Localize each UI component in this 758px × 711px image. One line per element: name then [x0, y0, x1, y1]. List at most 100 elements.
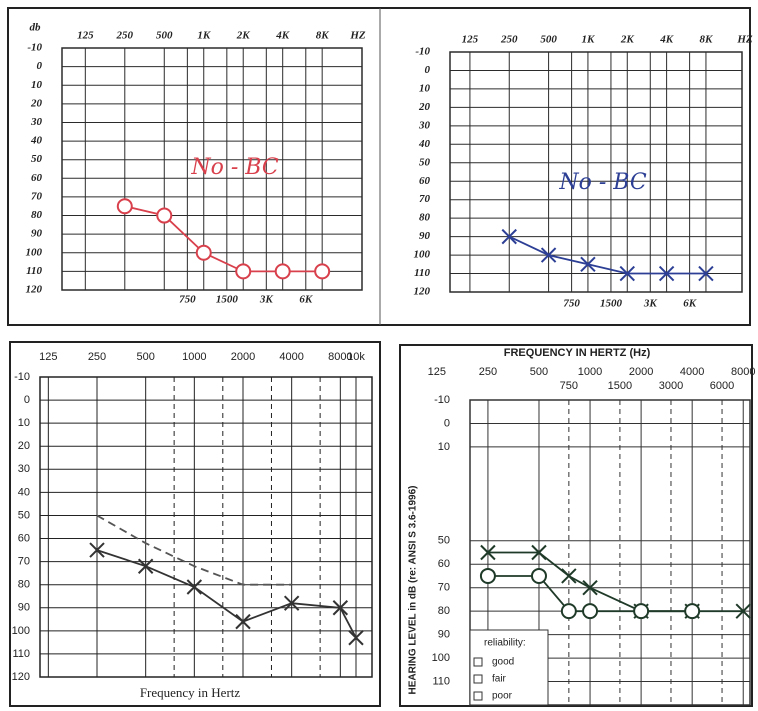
- y-tick-label: -10: [415, 46, 430, 58]
- y-axis-label: HEARING LEVEL in dB (re: ANSI S 3.6-1996…: [408, 486, 419, 695]
- bottom-left-frame: [10, 342, 380, 706]
- x-minor-tick-label: 750: [563, 298, 580, 310]
- y-tick-label: 20: [30, 97, 43, 109]
- legend-checkbox: [474, 692, 482, 700]
- x-tick-label: 1000: [182, 351, 206, 363]
- y-tick-label: 20: [18, 440, 30, 452]
- y-tick-label: 0: [425, 64, 431, 76]
- marker-o: [562, 604, 576, 618]
- x-tick-label: 500: [136, 351, 154, 363]
- y-tick-label: 100: [26, 246, 43, 258]
- legend-item: good: [492, 657, 514, 668]
- y-tick-label: 10: [419, 82, 431, 94]
- x-minor-tick-label: 6000: [710, 380, 734, 392]
- x-tick-label: 500: [530, 366, 548, 378]
- y-tick-label: 40: [18, 486, 30, 498]
- x-tick-label: 2000: [629, 366, 653, 378]
- y-tick-label: 90: [31, 228, 43, 240]
- x-minor-tick-label: 3K: [643, 298, 658, 310]
- y-tick-label: 120: [26, 284, 43, 296]
- x-tick-label: 125: [428, 366, 446, 378]
- x-tick-label: 125: [39, 351, 57, 363]
- x-tick-label: 2K: [236, 30, 251, 42]
- chart-title: FREQUENCY IN HERTZ (Hz): [504, 347, 651, 359]
- y-tick-label: 80: [31, 209, 43, 221]
- x-tick-label: 250: [116, 30, 134, 42]
- y-tick-label: 10: [438, 441, 450, 453]
- x-axis-label: Frequency in Hertz: [140, 685, 241, 700]
- y-tick-label: 0: [24, 394, 30, 406]
- x-minor-tick-label: 1500: [600, 298, 623, 310]
- x-minor-tick-label: 3K: [259, 294, 274, 306]
- x-minor-tick-label: 6K: [683, 298, 697, 310]
- legend-item: fair: [492, 674, 507, 685]
- x-tick-label: 4000: [680, 366, 704, 378]
- x-axis-label: HZ: [736, 34, 753, 46]
- marker-o: [583, 604, 597, 618]
- x-axis-label: HZ: [349, 30, 366, 42]
- audiogram-collage: -100102030405060708090100110120125250500…: [0, 0, 758, 711]
- y-tick-label: 10: [18, 417, 30, 429]
- x-tick-label: 8000: [731, 366, 755, 378]
- annotation: No - BC: [190, 155, 278, 180]
- y-tick-label: 90: [419, 230, 431, 242]
- x-tick-label: 125: [462, 34, 479, 46]
- y-tick-label: 0: [444, 417, 450, 429]
- y-tick-label: 50: [419, 156, 431, 168]
- x-tick-label: 250: [88, 351, 106, 363]
- y-tick-label: 90: [18, 602, 30, 614]
- x-minor-tick-label: 1500: [216, 294, 239, 306]
- y-tick-label: 110: [26, 265, 42, 277]
- x-tick-label: 250: [500, 34, 518, 46]
- y-tick-label: 30: [18, 463, 30, 475]
- y-tick-label: 90: [438, 629, 450, 641]
- y-tick-label: 60: [419, 175, 431, 187]
- x-tick-label: 125: [77, 30, 94, 42]
- marker-o: [532, 569, 546, 583]
- y-tick-label: 60: [18, 532, 30, 544]
- marker-o: [634, 604, 648, 618]
- bottom-right-frame: [400, 345, 752, 706]
- marker-o: [118, 199, 132, 213]
- y-tick-label: 40: [30, 135, 43, 147]
- x-tick-label: 1K: [197, 30, 211, 42]
- y-tick-label: 50: [31, 153, 43, 165]
- x-tick-label: 2K: [620, 34, 635, 46]
- x-minor-tick-label: 750: [179, 294, 196, 306]
- y-tick-label: 50: [438, 535, 450, 547]
- y-tick-label: 70: [438, 582, 450, 594]
- y-tick-label: -10: [434, 394, 450, 406]
- x-tick-label: 4K: [275, 30, 290, 42]
- legend-item: poor: [492, 691, 513, 702]
- marker-o: [315, 264, 329, 278]
- x-tick-label: 8K: [700, 34, 714, 46]
- y-tick-label: 110: [414, 267, 430, 279]
- y-tick-label: 100: [432, 652, 450, 664]
- marker-o: [276, 264, 290, 278]
- marker-o: [197, 246, 211, 260]
- y-tick-label: 80: [419, 212, 431, 224]
- annotation: No - BC: [558, 170, 646, 195]
- legend-checkbox: [474, 675, 482, 683]
- y-tick-label: -10: [14, 371, 30, 383]
- x-tick-label: 1000: [578, 366, 602, 378]
- top-panel-frame: [8, 8, 750, 325]
- y-tick-label: 40: [418, 138, 431, 150]
- y-tick-label: 110: [12, 648, 30, 660]
- y-tick-label: 60: [31, 172, 43, 184]
- x-tick-label: 2000: [231, 351, 255, 363]
- y-axis-label: db: [30, 22, 42, 34]
- y-tick-label: 10: [31, 79, 43, 91]
- legend-checkbox: [474, 658, 482, 666]
- marker-o: [685, 604, 699, 618]
- x-tick-label: 4000: [279, 351, 303, 363]
- x-minor-tick-label: 750: [560, 380, 578, 392]
- x-minor-tick-label: 1500: [608, 380, 632, 392]
- y-tick-label: -10: [27, 42, 42, 54]
- y-tick-label: 30: [30, 116, 43, 128]
- y-tick-label: 70: [31, 190, 43, 202]
- x-minor-tick-label: 6K: [299, 294, 313, 306]
- y-tick-label: 0: [37, 60, 43, 72]
- y-tick-label: 20: [418, 101, 431, 113]
- x-tick-label: 500: [540, 34, 557, 46]
